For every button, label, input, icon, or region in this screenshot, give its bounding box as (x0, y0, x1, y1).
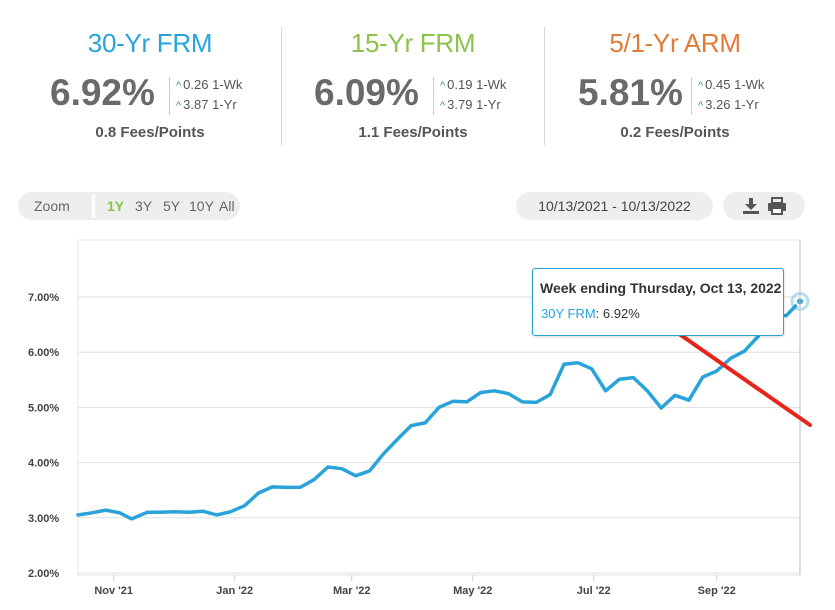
y-tick-label: 7.00% (28, 292, 59, 304)
x-tick-label: Jul '22 (577, 585, 611, 597)
stat-rate-arm: 5.81% (578, 72, 683, 114)
tooltip-line: 30Y FRM: 6.92% (541, 306, 640, 321)
zoom-control: Zoom 1Y 3Y 5Y 10Y All (18, 192, 240, 220)
x-tick-label: Jan '22 (216, 585, 253, 597)
chart-tools (723, 192, 805, 220)
zoom-3y-button[interactable]: 3Y (135, 198, 152, 214)
stat-fees-30yr: 0.8 Fees/Points (20, 124, 280, 141)
y-tick-label: 4.00% (28, 458, 59, 470)
stat-year-change-arm: ^3.26 1-Yr (698, 97, 759, 112)
up-arrow-icon: ^ (176, 100, 181, 112)
print-icon[interactable] (767, 196, 787, 216)
week-change-text: 0.45 1-Wk (705, 77, 764, 92)
y-tick-label: 6.00% (28, 347, 59, 359)
stat-30yr: 30-Yr FRM 6.92% ^0.26 1-Wk ^3.87 1-Yr 0.… (20, 0, 280, 160)
stat-15yr: 15-Yr FRM 6.09% ^0.19 1-Wk ^3.79 1-Yr 1.… (283, 0, 543, 160)
y-tick-label: 2.00% (28, 568, 59, 580)
stat-separator (691, 77, 692, 115)
y-tick-label: 5.00% (28, 402, 59, 414)
week-change-text: 0.26 1-Wk (183, 77, 242, 92)
stat-arm: 5/1-Yr ARM 5.81% ^0.45 1-Wk ^3.26 1-Yr 0… (545, 0, 805, 160)
stat-divider (281, 27, 282, 145)
stat-separator (169, 77, 170, 115)
zoom-10y-button[interactable]: 10Y (189, 198, 214, 214)
zoom-label: Zoom (34, 198, 70, 214)
chart-tooltip: Week ending Thursday, Oct 13, 2022 30Y F… (532, 268, 784, 336)
stat-separator (433, 77, 434, 115)
up-arrow-icon: ^ (698, 80, 703, 92)
stat-rate-15yr: 6.09% (314, 72, 419, 114)
week-change-text: 0.19 1-Wk (447, 77, 506, 92)
stat-week-change-30yr: ^0.26 1-Wk (176, 77, 242, 92)
zoom-1y-button[interactable]: 1Y (107, 198, 124, 214)
stat-title-arm: 5/1-Yr ARM (545, 28, 805, 59)
up-arrow-icon: ^ (440, 100, 445, 112)
up-arrow-icon: ^ (176, 80, 181, 92)
tooltip-series-name: 30Y FRM (541, 306, 596, 321)
stat-week-change-arm: ^0.45 1-Wk (698, 77, 764, 92)
zoom-separator (92, 194, 95, 218)
year-change-text: 3.79 1-Yr (447, 97, 500, 112)
stat-rate-30yr: 6.92% (50, 72, 155, 114)
tooltip-value: 6.92% (603, 306, 640, 321)
stat-fees-arm: 0.2 Fees/Points (545, 124, 805, 141)
zoom-5y-button[interactable]: 5Y (163, 198, 180, 214)
up-arrow-icon: ^ (698, 100, 703, 112)
zoom-all-button[interactable]: All (219, 198, 235, 214)
tooltip-header: Week ending Thursday, Oct 13, 2022 (540, 280, 781, 296)
year-change-text: 3.87 1-Yr (183, 97, 236, 112)
stat-year-change-30yr: ^3.87 1-Yr (176, 97, 237, 112)
stat-week-change-15yr: ^0.19 1-Wk (440, 77, 506, 92)
date-range-display[interactable]: 10/13/2021 - 10/13/2022 (516, 192, 713, 220)
stat-year-change-15yr: ^3.79 1-Yr (440, 97, 501, 112)
stat-title-30yr: 30-Yr FRM (20, 28, 280, 59)
y-tick-label: 3.00% (28, 513, 59, 525)
stat-title-15yr: 15-Yr FRM (283, 28, 543, 59)
x-tick-label: Nov '21 (94, 585, 133, 597)
stat-fees-15yr: 1.1 Fees/Points (283, 124, 543, 141)
year-change-text: 3.26 1-Yr (705, 97, 758, 112)
x-tick-label: Mar '22 (333, 585, 370, 597)
rate-summary: 30-Yr FRM 6.92% ^0.26 1-Wk ^3.87 1-Yr 0.… (0, 0, 835, 160)
x-tick-label: May '22 (453, 585, 492, 597)
download-icon[interactable] (741, 196, 761, 216)
x-tick-label: Sep '22 (698, 585, 736, 597)
up-arrow-icon: ^ (440, 80, 445, 92)
